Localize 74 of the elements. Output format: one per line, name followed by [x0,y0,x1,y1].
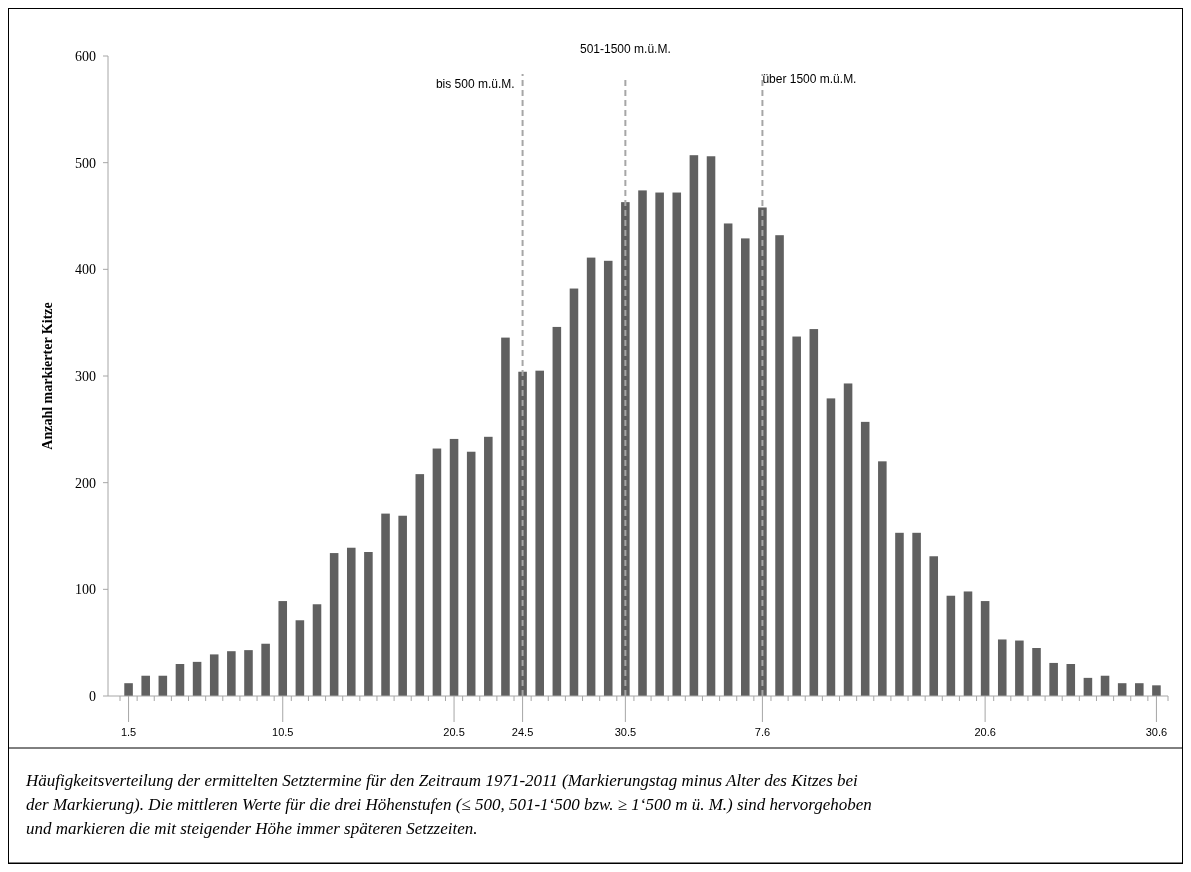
y-tick-label: 0 [89,688,96,704]
bar [175,664,185,696]
y-tick-label: 600 [75,48,96,64]
bar [364,552,373,696]
bar [1066,664,1076,696]
bar [843,383,853,696]
y-axis-title: Anzahl markierter Kitze [40,302,55,450]
bar [706,156,716,696]
ref-line-label: bis 500 m.ü.M. [435,77,515,91]
y-tick-label: 300 [75,368,96,384]
bar [244,650,253,696]
bar [672,192,682,696]
x-tick-label: 20.6 [974,726,996,738]
bar [501,337,510,696]
bar [312,604,322,696]
bar [912,532,921,696]
bar [1135,683,1144,696]
x-tick-label: 30.6 [1145,726,1168,738]
bar [723,223,733,696]
bar [415,474,425,696]
bar [1032,648,1041,696]
bar [141,675,150,696]
bar [278,601,288,696]
bar [946,595,956,696]
bar [860,421,870,696]
bar [124,683,133,696]
x-tick-label: 30.5 [614,726,637,738]
bar [1049,662,1058,696]
x-tick-label: 7.6 [754,726,771,738]
bar [569,288,579,696]
ref-line-label: 501-1500 m.ü.M. [580,42,671,56]
bar [484,436,493,696]
y-tick-label: 100 [75,582,96,598]
bar [346,547,356,696]
bar [997,639,1007,696]
bar [809,329,819,696]
bar [878,461,887,696]
x-tick-label: 24.5 [511,726,534,738]
bar [826,398,836,696]
bar [655,192,664,696]
bar [1152,685,1161,696]
bar [775,235,784,696]
bar [980,601,990,696]
bar [261,643,270,696]
bar [449,438,459,696]
bar [1015,640,1024,696]
bar [792,336,801,696]
ref-line-label: über 1500 m.ü.M. [762,72,857,86]
bar [432,448,442,696]
bar [586,257,596,696]
bar [895,532,904,696]
bar [552,326,562,696]
bar [741,238,750,696]
y-tick-label: 400 [75,262,96,278]
y-tick-label: 500 [75,155,96,171]
bar [929,556,939,696]
x-tick-label: 20.5 [443,726,465,738]
bar [689,155,699,696]
bar [192,661,202,696]
bar [963,591,973,696]
text: Häufigkeitsverteilung der ermittelten Setztermine für den Zeitraum 1971-2011 (Markierungstag minus Alter des Kitzes bei der Markierung). Die mittleren Werte für die drei Höhenstufen (≤ 500, 501-1‘500 bzw. ≥ 1‘500 m ü. M.) sind hervorgehoben und markieren die mit steigender Höhe immer späteren Setzzeiten. [25,771,872,838]
y-tick-label: 200 [75,475,96,491]
bar [603,260,613,696]
bar [209,654,219,696]
bar [295,620,305,696]
bar [227,651,236,696]
bar [329,553,339,696]
x-tick-label: 1.5 [120,726,137,738]
bar [535,370,544,696]
bar [381,513,390,696]
bar [398,515,407,696]
bar [466,451,476,696]
x-tick-label: 10.5 [272,726,294,738]
bar [638,190,647,696]
